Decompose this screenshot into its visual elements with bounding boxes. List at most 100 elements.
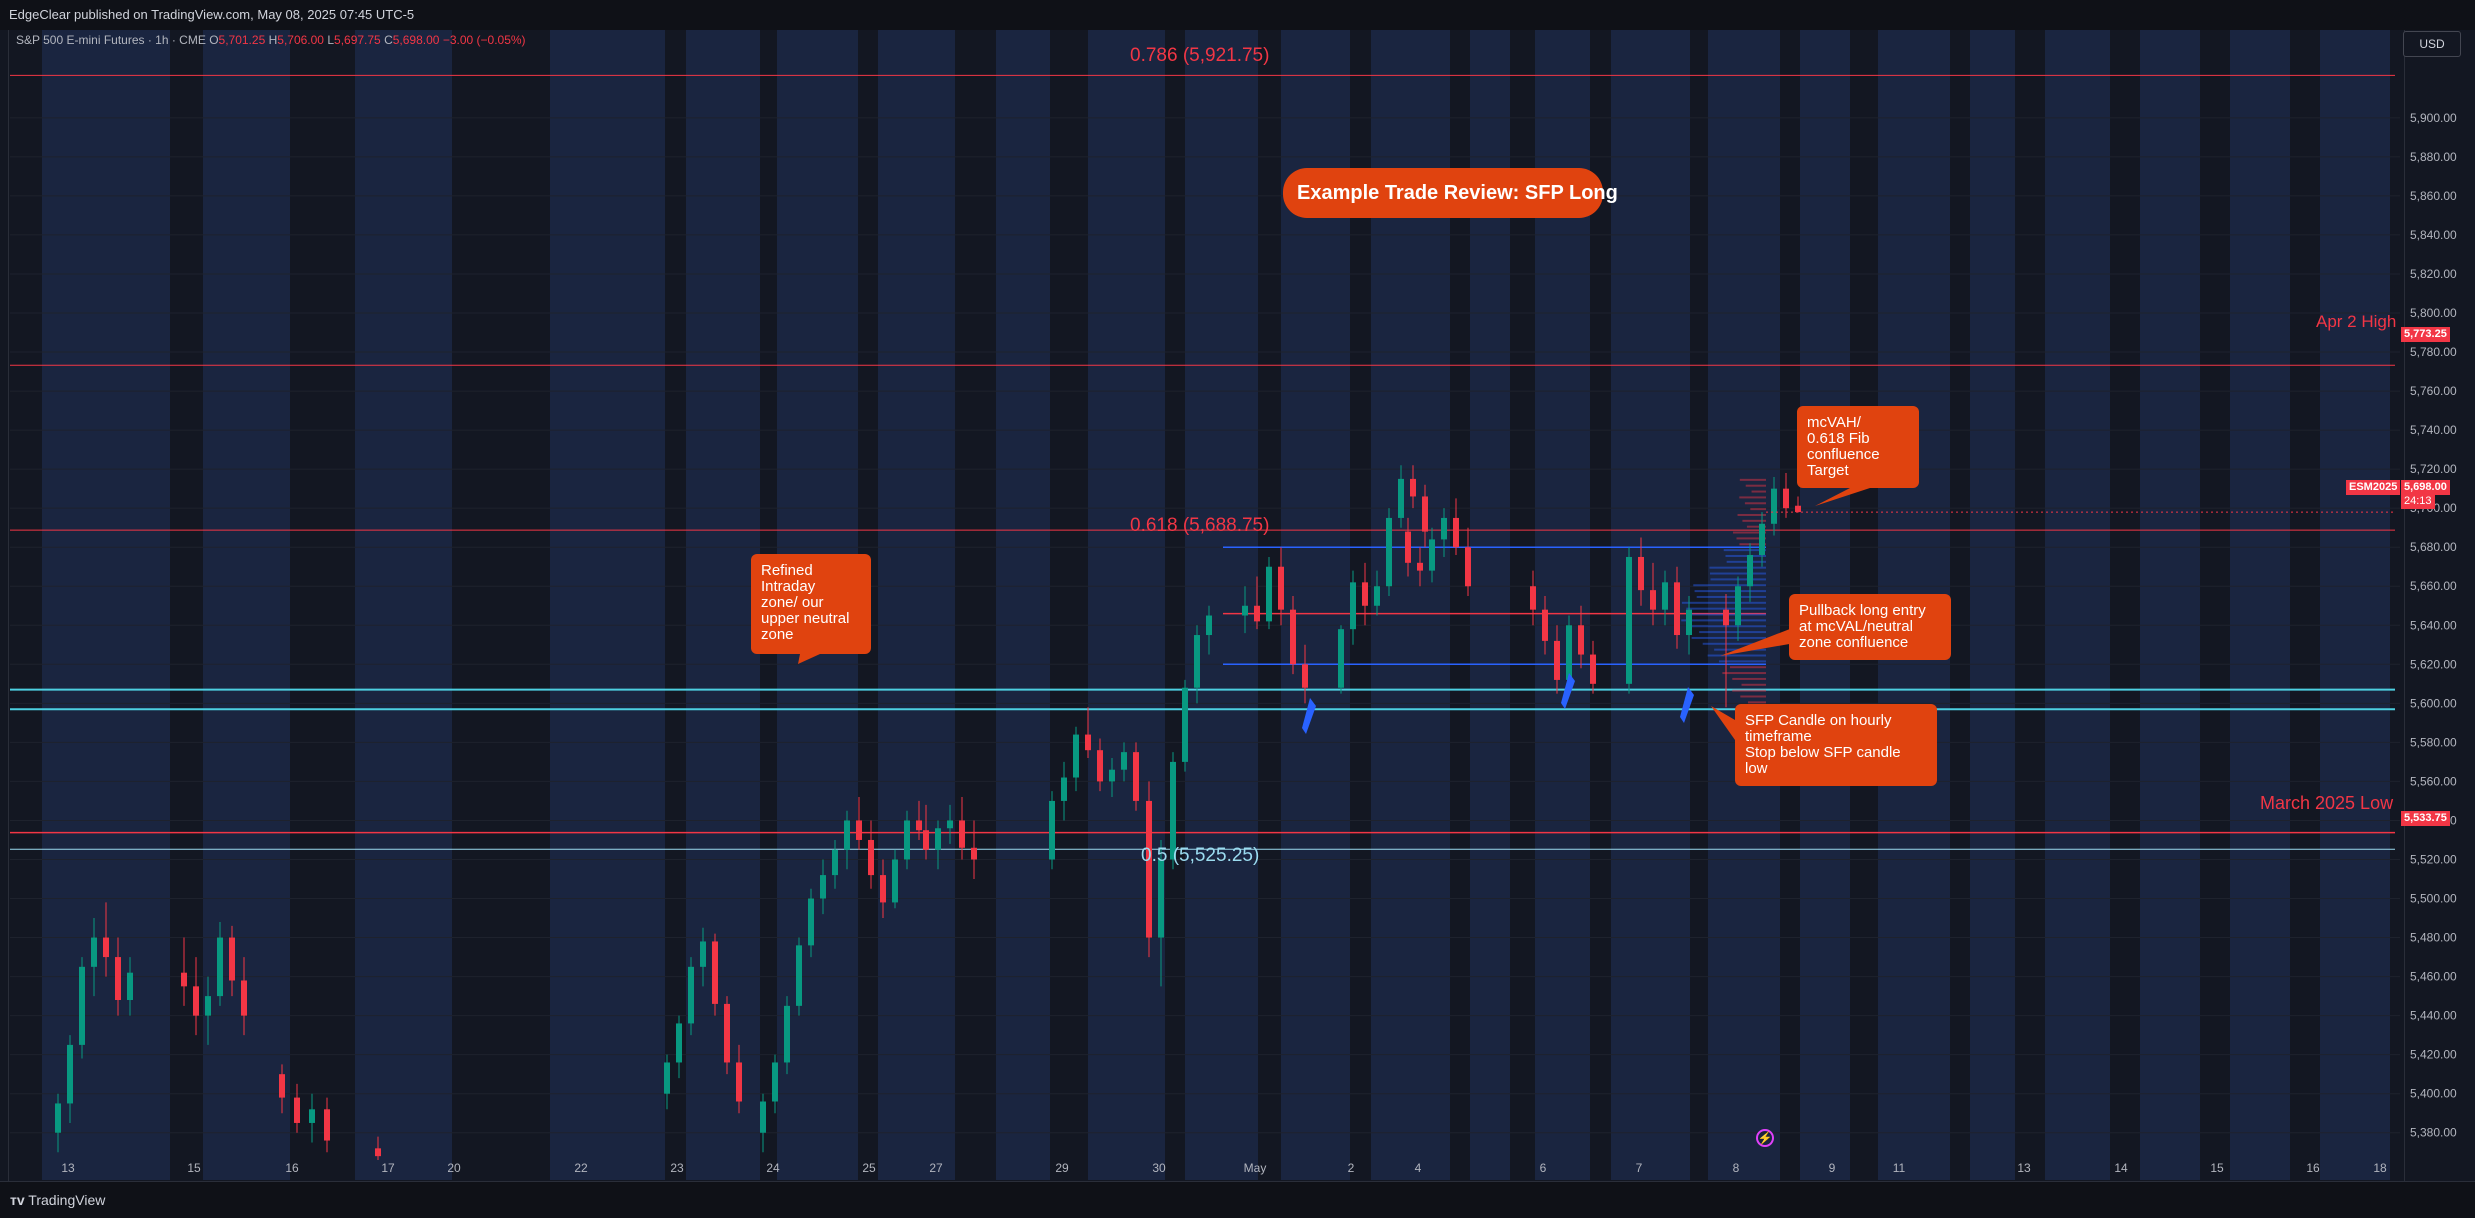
session-band (2230, 30, 2290, 1180)
candle-body (760, 1101, 766, 1133)
sfp-callout: SFP Candle on hourly timeframe Stop belo… (1735, 704, 1937, 786)
x-tick-label: 27 (929, 1161, 943, 1175)
high-value: 5,706.00 (277, 33, 324, 47)
publisher-text: EdgeClear published on TradingView.com, … (9, 7, 415, 22)
candle-body (294, 1097, 300, 1123)
volume-profile-bar (1726, 560, 1766, 563)
candle-body (1422, 496, 1428, 532)
candle-body (971, 847, 977, 860)
volume-profile-bar (1707, 654, 1766, 657)
candle-body (959, 820, 965, 848)
candle-body (1278, 566, 1284, 610)
candle-body (1302, 664, 1308, 688)
x-tick-label: 20 (447, 1161, 461, 1175)
y-tick-label: 5,740.00 (2410, 423, 2457, 437)
top-bar: EdgeClear published on TradingView.com, … (0, 0, 2475, 30)
candle-body (1686, 609, 1692, 636)
fib-05-label: 0.5 (5,525.25) (1141, 845, 1260, 866)
callout-pointer (798, 654, 820, 664)
y-tick-label: 5,620.00 (2410, 657, 2457, 671)
x-tick-label: 17 (381, 1161, 395, 1175)
volume-profile-bar (1729, 666, 1766, 669)
volume-profile-bar (1718, 660, 1766, 663)
x-tick-label: 16 (285, 1161, 299, 1175)
x-tick-label: 4 (1415, 1161, 1422, 1175)
candle-body (808, 898, 814, 946)
volume-profile-bar (1744, 502, 1766, 505)
open-label: O (209, 33, 219, 47)
candle-body (1374, 586, 1380, 606)
candle-body (772, 1062, 778, 1102)
candle-body (193, 986, 199, 1016)
candle-body (1650, 590, 1656, 610)
candle-body (67, 1044, 73, 1104)
candle-body (279, 1074, 285, 1098)
candle-body (1350, 582, 1356, 630)
candle-body (947, 820, 953, 829)
y-tick-label: 5,780.00 (2410, 345, 2457, 359)
candle-body (1590, 654, 1596, 684)
flash-icon[interactable]: ⚡ (1756, 1129, 1774, 1147)
session-band (1470, 30, 1510, 1180)
candle-body (1398, 478, 1404, 518)
change-value: −3.00 (−0.05%) (442, 33, 526, 47)
candle-body (796, 945, 802, 1006)
x-tick-label: 29 (1055, 1161, 1069, 1175)
volume-profile-bar (1702, 642, 1766, 645)
tradingview-logo: ᴛv TradingView (10, 1192, 105, 1208)
y-tick-label: 5,400.00 (2410, 1087, 2457, 1101)
candle-body (1783, 488, 1789, 509)
candle-body (103, 937, 109, 958)
volume-profile-bar (1747, 701, 1766, 704)
bottom-bar: ᴛv TradingView (0, 1181, 2475, 1218)
y-tick-label: 5,520.00 (2410, 852, 2457, 866)
candle-body (309, 1109, 315, 1123)
volume-profile-bar (1746, 525, 1766, 528)
x-tick-label: 13 (2017, 1161, 2031, 1175)
candle-body (1638, 556, 1644, 591)
session-band (878, 30, 955, 1180)
session-band (1185, 30, 1258, 1180)
candle-body (1146, 800, 1152, 938)
current-price-tag: 5,698.00 (2401, 480, 2450, 495)
ticker-tag: ESM2025 (2346, 480, 2401, 495)
close-label: C (384, 33, 393, 47)
volume-profile-bar (1681, 601, 1766, 604)
candle-body (229, 937, 235, 981)
refined-zone-callout: Refined Intraday zone/ our upper neutral… (751, 554, 871, 654)
volume-profile-bar (1736, 537, 1766, 540)
y-tick-label: 5,600.00 (2410, 696, 2457, 710)
candle-body (1542, 609, 1548, 641)
y-tick-label: 5,840.00 (2410, 228, 2457, 242)
candle-body (1109, 769, 1115, 782)
candle-body (820, 875, 826, 899)
y-tick-label: 5,660.00 (2410, 579, 2457, 593)
y-tick-label: 5,560.00 (2410, 774, 2457, 788)
session-band (1371, 30, 1450, 1180)
candle-body (1554, 640, 1560, 680)
candle-body (736, 1062, 742, 1102)
volume-profile-bar (1693, 584, 1766, 587)
currency-button[interactable]: USD (2403, 31, 2461, 57)
candle-body (1405, 531, 1411, 563)
candle-body (1429, 539, 1435, 571)
entry-arrow-icon (1680, 687, 1694, 723)
volume-profile-bar (1699, 631, 1766, 634)
y-tick-label: 5,760.00 (2410, 384, 2457, 398)
x-tick-label: 11 (1893, 1161, 1906, 1175)
apr2-high-label: Apr 2 High (2316, 312, 2397, 331)
volume-profile-bar (1694, 590, 1766, 593)
candle-body (375, 1148, 381, 1157)
x-tick-label: 14 (2114, 1161, 2128, 1175)
candle-body (1097, 750, 1103, 782)
candle-body (1170, 761, 1176, 860)
callout-pointer (1815, 488, 1870, 506)
candle-body (181, 972, 187, 987)
session-band (42, 30, 170, 1180)
y-tick-label: 5,860.00 (2410, 189, 2457, 203)
candle-body (1759, 523, 1765, 556)
candle-body (241, 980, 247, 1016)
y-tick-label: 5,680.00 (2410, 540, 2457, 554)
volume-profile-bar (1737, 513, 1766, 516)
